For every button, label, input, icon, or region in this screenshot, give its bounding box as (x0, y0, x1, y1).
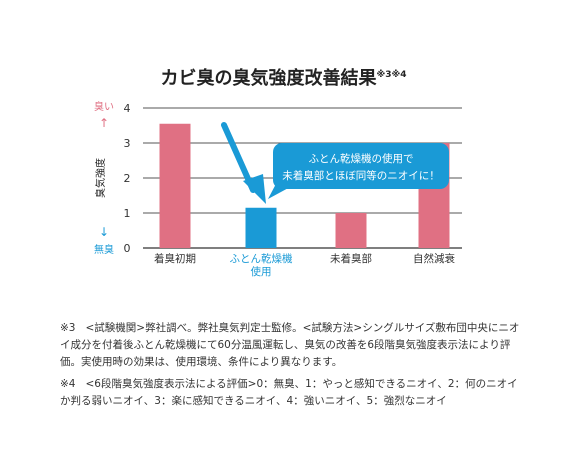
callout-arrow-line (221, 122, 256, 193)
footnote-4-text: <6段階臭気強度表示法による評価>0：無臭、1：やっと感知できるニオイ、2：何の… (60, 378, 518, 407)
x-tick-label-1: 着臭初期 (154, 252, 196, 265)
callout-text-line-2: 未着臭部とほぼ同等のニオイに！ (282, 169, 440, 182)
x-tick-label-3: 未着臭部 (330, 252, 372, 265)
footnote-3: ※3 <試験機関>弊社調べ。弊社臭気判定士監修。<試験方法>シングルサイズ敷布団… (60, 320, 528, 371)
y-tick-label-4: 4 (124, 102, 131, 115)
y-tick-label-0: 0 (124, 242, 131, 255)
y-tick-label-3: 3 (124, 137, 131, 150)
callout-arrowhead-icon (243, 174, 266, 204)
y-bottom-label: 無臭 (94, 243, 114, 256)
callout-bubble-tail (268, 180, 292, 199)
footnote-3-text: <試験機関>弊社調べ。弊社臭気判定士監修。<試験方法>シングルサイズ敷布団中央に… (60, 322, 520, 368)
y-tick-label-1: 1 (124, 207, 131, 220)
bar-1 (159, 123, 191, 248)
x-tick-label-4: 自然減衰 (413, 252, 455, 265)
y-top-arrow-icon: ↑ (99, 116, 109, 130)
chart-title-text: カビ臭の臭気強度改善結果 (160, 68, 377, 89)
footnote-4: ※4 <6段階臭気強度表示法による評価>0：無臭、1：やっと感知できるニオイ、2… (60, 376, 528, 410)
chart-title: カビ臭の臭気強度改善結果※3※4 (0, 64, 567, 90)
y-top-label: 臭い (94, 100, 114, 113)
callout-text-line-1: ふとん乾燥機の使用で (309, 152, 414, 165)
y-axis-label: 臭気強度 (94, 158, 107, 198)
y-tick-label-2: 2 (124, 172, 131, 185)
callout-bubble (273, 143, 449, 189)
bar-2 (245, 207, 277, 248)
chart-title-note: ※3※4 (376, 70, 407, 80)
footnote-4-id: ※4 (60, 378, 76, 390)
x-tick-label-2-line-2: 使用 (251, 265, 272, 278)
bar-3 (335, 213, 367, 248)
x-tick-label-2-line-1: ふとん乾燥機 (230, 252, 293, 265)
footnote-3-id: ※3 (60, 322, 76, 334)
y-bottom-arrow-icon: ↓ (99, 225, 109, 239)
